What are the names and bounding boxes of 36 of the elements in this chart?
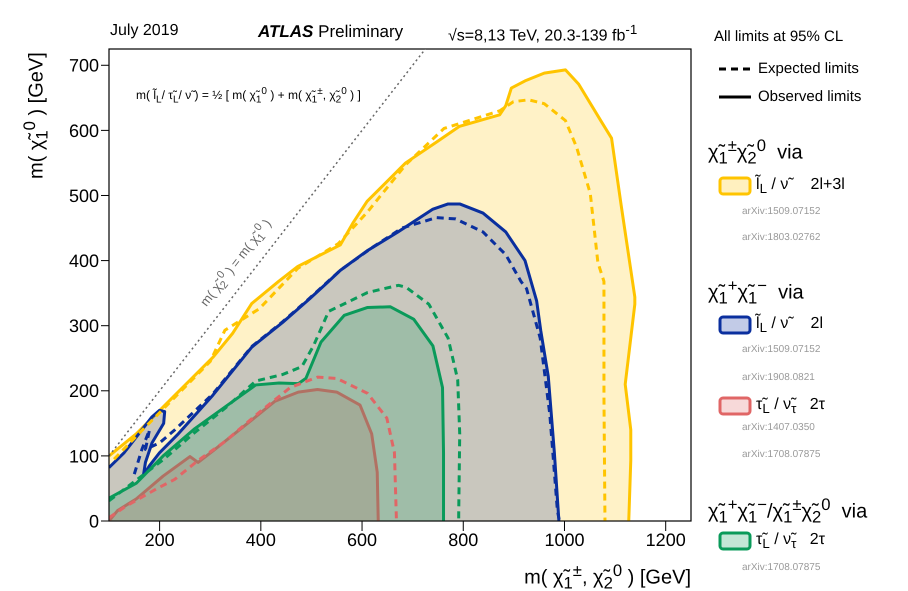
- legend-title: All limits at 95% CL: [714, 28, 844, 45]
- text: arXiv:1509.07152: [742, 206, 820, 217]
- x-tick-label: 400: [246, 530, 276, 550]
- text: χ̃$_{1}$$^{+}$χ̃$_{1}$$^{−}$ via: [708, 276, 804, 309]
- y-tick-label: 300: [68, 316, 99, 336]
- text: m( l̃$_{L}$/ τ̃$_{L}$/ ν̃ ) = ½ [ m( χ̃$_{1}$$^{0}$ ) + m( χ̃$_{1}$$^{±}$, χ̃$_{2}$$^{0}$ ) ]: [136, 86, 361, 106]
- text: arXiv:1708.07875: [742, 562, 820, 573]
- y-tick-label: 200: [68, 381, 99, 402]
- y-tick-label: 700: [68, 56, 99, 76]
- text: arXiv:1803.02762: [742, 232, 820, 243]
- legend-label: τ̃$_{L}$ / ν̃$_{τ}$ 2τ: [756, 396, 825, 416]
- text: χ̃$_{1}$$^{±}$χ̃$_{2}$$^{0}$ via: [708, 136, 803, 169]
- y-tick-label: 0: [88, 511, 99, 532]
- text: arXiv:1708.07875: [742, 449, 820, 460]
- chart-title: ATLAS Preliminary: [258, 22, 404, 41]
- text: χ̃$_{1}$$^{+}$χ̃$_{1}$$^{−}$/χ̃$_{1}$$^{±}$χ̃$_{2}$$^{0}$ via: [708, 495, 868, 527]
- text: Expected limits: [758, 60, 859, 77]
- y-tick-label: 100: [68, 446, 99, 466]
- legend-label: τ̃$_{L}$ / ν̃$_{τ}$ 2τ: [756, 531, 825, 552]
- x-tick-label: 1000: [544, 530, 584, 550]
- x-tick-label: 200: [144, 530, 175, 550]
- y-tick-label: 400: [68, 250, 99, 271]
- text: July 2019: [110, 22, 178, 40]
- legend-label: l̃$_{L}$ / ν̃ 2l: [756, 315, 823, 336]
- text: arXiv:1908.0821: [742, 372, 815, 383]
- y-tick-label: 500: [68, 186, 99, 206]
- text: arXiv:1407.0350: [742, 422, 815, 433]
- text: arXiv:1509.07152: [742, 344, 820, 355]
- x-tick-label: 800: [448, 530, 478, 550]
- text: Observed limits: [758, 88, 862, 105]
- x-tick-label: 600: [347, 530, 378, 550]
- legend-label: l̃$_{L}$ / ν̃ 2l+3l: [756, 176, 845, 196]
- y-tick-label: 600: [68, 120, 99, 141]
- text: √s=8,13 TeV, 20.3-139 fb$^{-1}$: [448, 22, 638, 46]
- x-axis-title: m( χ̃$_{1}$$^{±}$, χ̃$_{2}$$^{0}$ ) [GeV]: [524, 561, 691, 591]
- x-tick-label: 1200: [646, 530, 686, 550]
